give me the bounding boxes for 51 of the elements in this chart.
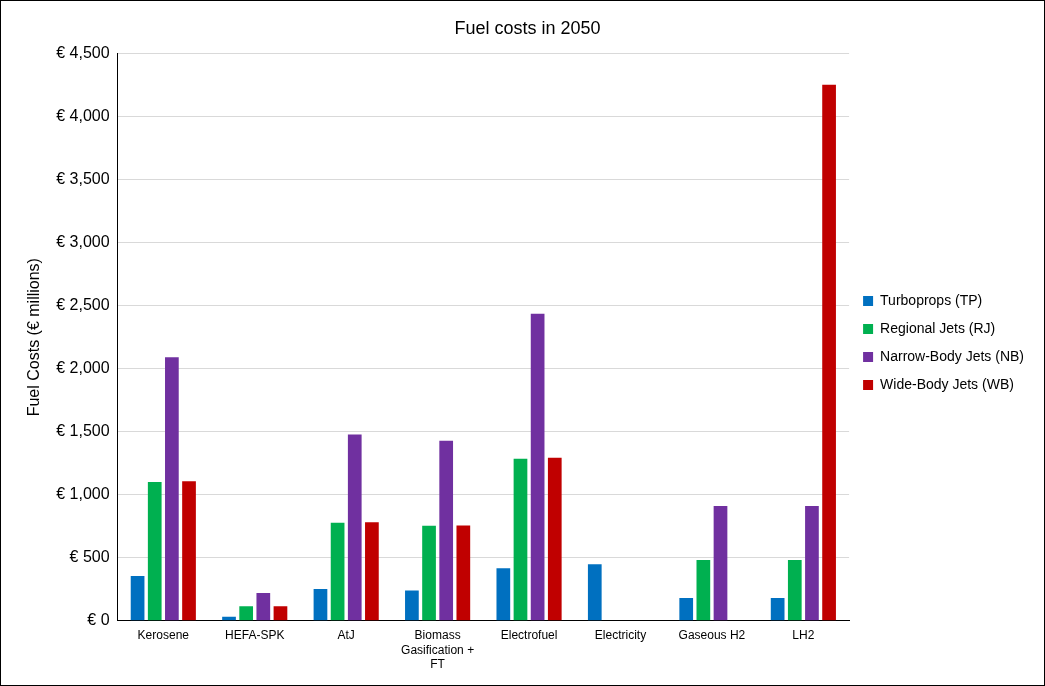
legend-label: Turboprops (TP) (880, 291, 983, 308)
legend-label: Narrow-Body Jets (NB) (880, 347, 1024, 364)
bar (130, 575, 145, 621)
x-tick-label: Kerosene (137, 628, 190, 643)
x-tick-label: AtJ (337, 628, 355, 643)
bar (587, 564, 602, 621)
y-tick-label: € 3,500 (56, 170, 110, 188)
bar (347, 434, 362, 621)
bar (822, 84, 836, 621)
x-tick-label: Electrofuel (500, 628, 558, 643)
y-tick-label: € 2,500 (56, 296, 110, 314)
bar (147, 482, 162, 621)
bar (239, 606, 254, 621)
bar (805, 505, 819, 621)
y-tick-label: € 1,500 (56, 422, 110, 440)
bar (422, 525, 436, 621)
x-tick-label: Biomass Gasification + FT (401, 628, 475, 672)
bar (365, 522, 379, 621)
bar (679, 597, 694, 621)
x-tick-label: LH2 (792, 628, 815, 643)
bar (530, 313, 545, 621)
y-tick-label: € 3,000 (56, 233, 110, 251)
bar (456, 525, 471, 621)
bar (439, 440, 454, 621)
bar (513, 458, 528, 621)
y-tick-label: € 0 (87, 611, 110, 629)
legend-label: Wide-Body Jets (WB) (880, 375, 1014, 392)
y-axis-title: Fuel Costs (€ millions) (25, 258, 43, 417)
bar (165, 357, 179, 621)
bar (696, 559, 711, 621)
bar (273, 606, 288, 621)
x-tick-label: Gaseous H2 (678, 628, 746, 643)
bar (256, 593, 271, 621)
x-tick-label: Electricity (594, 628, 647, 643)
bar (770, 597, 785, 621)
y-tick-label: € 4,000 (56, 107, 110, 125)
bar (313, 588, 328, 621)
chart-title: Fuel costs in 2050 (454, 17, 601, 38)
bar (713, 505, 728, 621)
bar (330, 522, 345, 621)
x-tick-label: HEFA-SPK (225, 628, 285, 643)
bar (787, 559, 802, 621)
bar (547, 457, 562, 621)
y-tick-label: € 4,500 (56, 44, 110, 62)
bar (405, 590, 419, 621)
legend-label: Regional Jets (RJ) (880, 319, 996, 336)
y-tick-label: € 500 (69, 548, 110, 566)
y-tick-label: € 1,000 (56, 485, 110, 503)
y-tick-label: € 2,000 (56, 359, 110, 377)
bar (182, 481, 196, 621)
bar (496, 568, 511, 621)
